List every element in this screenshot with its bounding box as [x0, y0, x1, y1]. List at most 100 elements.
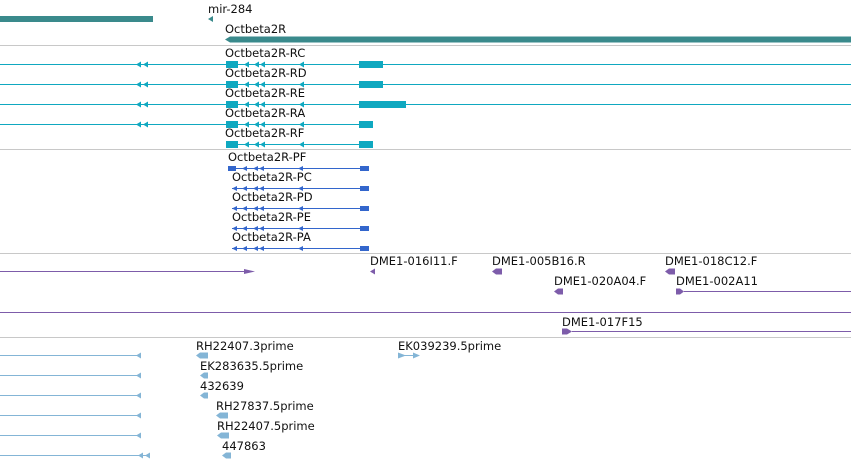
transcript-label: Octbeta2R-RC	[225, 46, 305, 60]
gene-label: mir-284	[208, 2, 253, 16]
reverse-strand-arrow-icon	[242, 186, 247, 191]
protein-row[interactable]: Octbeta2R-PA	[232, 230, 369, 251]
gene-feature-octbeta2r[interactable]: Octbeta2R	[225, 22, 851, 43]
est-row[interactable]: EK283635.5prime	[0, 359, 303, 379]
transcript-row[interactable]: Octbeta2R-RC	[0, 46, 851, 68]
reverse-strand-arrow-icon	[260, 61, 265, 68]
transcript-label: Octbeta2R-RD	[225, 66, 307, 80]
est-row[interactable]: RH22407.5prime	[0, 419, 315, 439]
exon-block	[359, 121, 373, 128]
reverse-strand-arrow-icon	[554, 288, 563, 295]
clone-label: DME1-017F15	[562, 315, 643, 329]
protein-row[interactable]: Octbeta2R-PC	[232, 170, 369, 191]
reverse-strand-arrow-icon	[254, 101, 259, 108]
reverse-strand-arrow-icon	[242, 246, 247, 251]
clone-feature[interactable]	[0, 269, 255, 274]
exon-block	[228, 166, 236, 171]
exon-block	[360, 206, 369, 211]
exon-block	[360, 246, 369, 251]
protein-label: Octbeta2R-PF	[228, 150, 306, 164]
gene-track: mir-284 Octbeta2R	[0, 2, 851, 43]
protein-row[interactable]: Octbeta2R-PD	[232, 190, 369, 211]
reverse-strand-arrow-icon	[232, 206, 237, 211]
reverse-strand-arrow-icon	[244, 81, 249, 88]
exon-block	[359, 61, 383, 68]
reverse-strand-arrow-icon	[253, 166, 258, 171]
reverse-strand-arrow-icon	[138, 452, 143, 459]
reverse-strand-arrow-icon	[232, 226, 237, 231]
protein-label: Octbeta2R-PC	[232, 170, 312, 184]
exon-block	[226, 141, 238, 148]
reverse-strand-arrow-icon	[298, 246, 303, 251]
transcript-row[interactable]: Octbeta2R-RD	[0, 66, 851, 88]
exon-block	[226, 101, 238, 108]
reverse-strand-arrow-icon	[254, 121, 259, 128]
reverse-strand-arrow-icon	[254, 141, 259, 148]
est-label: RH27837.5prime	[216, 399, 314, 413]
gene-feature[interactable]	[0, 16, 153, 22]
est-block	[216, 412, 228, 419]
protein-row[interactable]: Octbeta2R-PF	[228, 150, 369, 171]
reverse-strand-arrow-icon	[136, 412, 141, 419]
forward-strand-arrow-icon	[244, 269, 255, 274]
clone-label: DME1-002A11	[676, 274, 758, 288]
transcript-label: Octbeta2R-RE	[225, 86, 305, 100]
reverse-strand-arrow-icon	[136, 352, 141, 359]
reverse-strand-arrow-icon	[136, 81, 141, 88]
reverse-strand-arrow-icon	[260, 141, 265, 148]
reverse-strand-arrow-icon	[299, 121, 304, 128]
transcript-row[interactable]: Octbeta2R-RA	[0, 106, 373, 128]
reverse-strand-arrow-icon	[242, 166, 247, 171]
clone-feature-dme1-018c12-f[interactable]: DME1-018C12.F	[665, 254, 757, 275]
reverse-strand-arrow-icon	[259, 226, 264, 231]
reverse-strand-arrow-icon	[136, 372, 141, 379]
est-row[interactable]: 432639	[0, 379, 244, 399]
reverse-strand-arrow-icon	[244, 141, 249, 148]
transcript-track: Octbeta2R-RC Octbeta2R-RD Octbeta2R-RE	[0, 46, 851, 148]
reverse-strand-arrow-icon	[298, 186, 303, 191]
exon-block	[359, 101, 406, 108]
gene-feature-mir-284[interactable]: mir-284	[208, 2, 253, 22]
est-label: 432639	[200, 379, 244, 393]
clone-feature-dme1-017f15[interactable]: DME1-017F15	[0, 312, 851, 335]
clone-feature-dme1-002a11[interactable]: DME1-002A11	[676, 274, 851, 295]
clone-track: DME1-016I11.F DME1-005B16.R DME1-018C12.…	[0, 254, 851, 335]
protein-label: Octbeta2R-PA	[232, 230, 311, 244]
reverse-strand-arrow-icon	[136, 101, 141, 108]
reverse-strand-arrow-icon	[259, 206, 264, 211]
reverse-strand-arrow-icon	[298, 166, 303, 171]
reverse-strand-arrow-icon	[242, 206, 247, 211]
reverse-strand-arrow-icon	[232, 246, 237, 251]
est-row[interactable]: RH27837.5prime	[0, 399, 314, 419]
exon-block	[360, 186, 369, 191]
est-label: RH22407.5prime	[217, 419, 315, 433]
est-label: 447863	[222, 439, 266, 453]
transcript-label: Octbeta2R-RF	[225, 126, 304, 140]
clone-feature-dme1-016i11-f[interactable]: DME1-016I11.F	[370, 254, 458, 275]
reverse-strand-arrow-icon	[254, 81, 259, 88]
reverse-strand-arrow-icon	[143, 81, 148, 88]
exon-block	[226, 121, 238, 128]
reverse-strand-arrow-icon	[298, 206, 303, 211]
est-row[interactable]: 447863	[0, 439, 266, 459]
reverse-strand-arrow-icon	[244, 121, 249, 128]
est-row[interactable]: RH22407.3prime EK039239.5prime	[0, 339, 501, 359]
reverse-strand-arrow-icon	[665, 268, 675, 275]
reverse-strand-arrow-icon	[298, 226, 303, 231]
clone-feature-dme1-005b16-r[interactable]: DME1-005B16.R	[492, 254, 586, 275]
forward-strand-arrow-icon	[562, 328, 572, 335]
reverse-strand-arrow-icon	[232, 186, 237, 191]
reverse-strand-arrow-icon	[253, 226, 258, 231]
clone-feature-dme1-020a04-f[interactable]: DME1-020A04.F	[554, 274, 646, 295]
transcript-row[interactable]: Octbeta2R-RF	[225, 126, 373, 148]
reverse-strand-arrow-icon	[143, 61, 148, 68]
exon-block	[226, 61, 238, 68]
transcript-row[interactable]: Octbeta2R-RE	[0, 86, 851, 108]
protein-row[interactable]: Octbeta2R-PE	[232, 210, 369, 231]
reverse-strand-arrow-icon	[253, 186, 258, 191]
clone-label: DME1-016I11.F	[370, 254, 458, 268]
reverse-strand-arrow-icon	[259, 246, 264, 251]
exon-block	[360, 166, 369, 171]
est-label: EK039239.5prime	[398, 339, 501, 353]
